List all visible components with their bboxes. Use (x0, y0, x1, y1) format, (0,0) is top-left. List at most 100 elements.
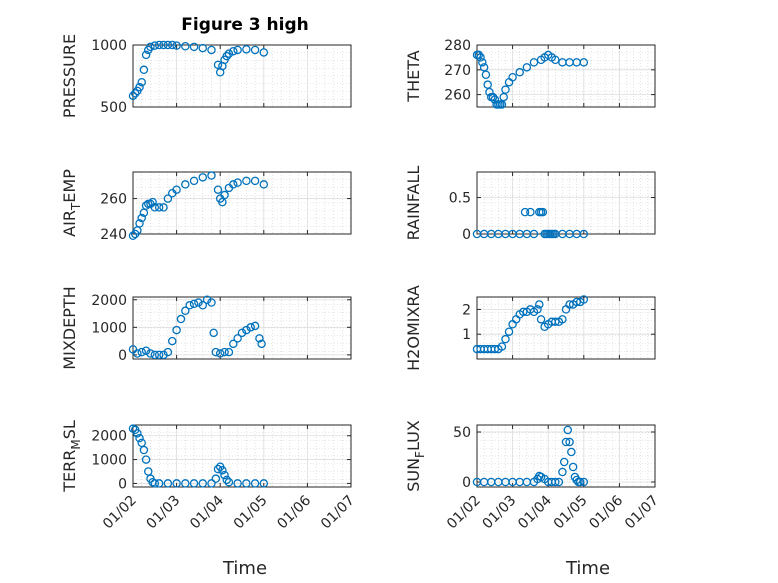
plot-area (477, 297, 655, 359)
data-point (213, 185, 223, 194)
data-point (198, 173, 208, 182)
data-point (172, 325, 181, 335)
data-point (139, 445, 149, 455)
x-axis-label-left: Time (222, 558, 267, 579)
data-point (211, 347, 221, 357)
panel-theta: 260 270 280 THETA (404, 38, 656, 109)
data-point (172, 479, 181, 488)
data-point (128, 91, 138, 101)
data-point (163, 347, 173, 357)
data-point (135, 82, 144, 92)
data-point (497, 342, 507, 351)
x-tick-label: 01/06 (586, 492, 626, 532)
data-point (207, 479, 216, 488)
data-point (148, 197, 157, 207)
plot-area (477, 425, 655, 487)
data-point (189, 299, 199, 309)
y-tick-label: 1 (462, 327, 471, 343)
data-point (167, 40, 177, 50)
y-tick-label: 1000 (91, 38, 127, 54)
data-point (579, 229, 589, 239)
data-point (551, 55, 560, 65)
data-point (572, 297, 581, 307)
x-axis-label-right: Time (565, 558, 610, 579)
data-point (474, 50, 484, 60)
x-tick-label: 01/04 (515, 492, 555, 532)
data-point (130, 89, 140, 98)
data-point (167, 336, 177, 346)
y-axis-label: THETA (404, 50, 423, 102)
x-tick-label: 01/06 (274, 492, 314, 532)
data-point (565, 300, 574, 309)
panel-pressure: 500 1000 PRESSURE (60, 34, 352, 118)
data-point (189, 479, 199, 488)
x-tick-label: 01/02 (444, 493, 484, 533)
y-tick-label: 0 (118, 348, 127, 364)
data-point (198, 43, 208, 53)
y-axis-label: RAINFALL (404, 166, 423, 241)
data-point (198, 479, 208, 488)
y-tick-label: 1000 (91, 320, 127, 336)
data-point (558, 467, 567, 477)
data-point (146, 349, 155, 358)
data-point (181, 180, 190, 189)
data-point (508, 72, 517, 82)
data-point (133, 429, 142, 438)
data-point (229, 339, 238, 349)
y-axis-label: TERRMSL (60, 420, 83, 493)
data-point (259, 479, 269, 488)
data-point (146, 42, 155, 52)
data-point (565, 437, 574, 447)
data-point (222, 475, 231, 485)
data-point (211, 474, 221, 483)
data-point (215, 349, 225, 358)
y-tick-label: 260 (100, 192, 127, 208)
y-tick-label: 2000 (91, 429, 127, 445)
data-point (554, 477, 564, 487)
x-tick-label: 01/07 (318, 493, 358, 533)
data-point (246, 323, 255, 332)
data-point (533, 305, 542, 314)
data-point (233, 334, 242, 343)
data-point (522, 63, 532, 72)
data-point (133, 349, 142, 358)
axes-box (132, 171, 352, 235)
data-point (181, 306, 190, 316)
data-point (159, 350, 168, 360)
data-point (504, 327, 514, 336)
data-point (141, 455, 151, 464)
panel-terr-msl: 0 1000 2000 01/02 01/03 01/04 01/05 01/06 01/07 T… (60, 420, 358, 532)
data-point (154, 40, 164, 50)
data-point (181, 41, 190, 51)
axes-box (132, 424, 352, 488)
data-point (575, 477, 585, 487)
data-point (218, 466, 227, 475)
data-point (154, 203, 164, 212)
panel-h2omixra: 1 2 H2OMIXRA (404, 285, 656, 371)
data-point (220, 470, 229, 480)
y-tick-label: 50 (453, 425, 471, 441)
data-point (529, 229, 539, 239)
data-point (202, 295, 212, 305)
axes-box (132, 44, 352, 108)
data-point (139, 65, 149, 75)
data-point (172, 41, 181, 50)
data-point (488, 92, 498, 102)
figure-title: Figure 3 high (181, 15, 309, 35)
data-point (185, 301, 194, 310)
data-point (536, 315, 546, 324)
x-tick-label: 01/07 (622, 493, 662, 533)
data-point (579, 295, 589, 304)
x-tick-label: 01/05 (551, 493, 591, 533)
data-point (529, 58, 539, 67)
data-point (250, 45, 260, 55)
data-point (198, 301, 208, 310)
data-point (242, 45, 251, 54)
y-axis-label: MIXDEPTH (60, 286, 79, 369)
data-point (257, 339, 266, 349)
x-tick-label: 01/03 (480, 493, 520, 533)
data-point (259, 180, 269, 189)
data-point (207, 298, 216, 307)
